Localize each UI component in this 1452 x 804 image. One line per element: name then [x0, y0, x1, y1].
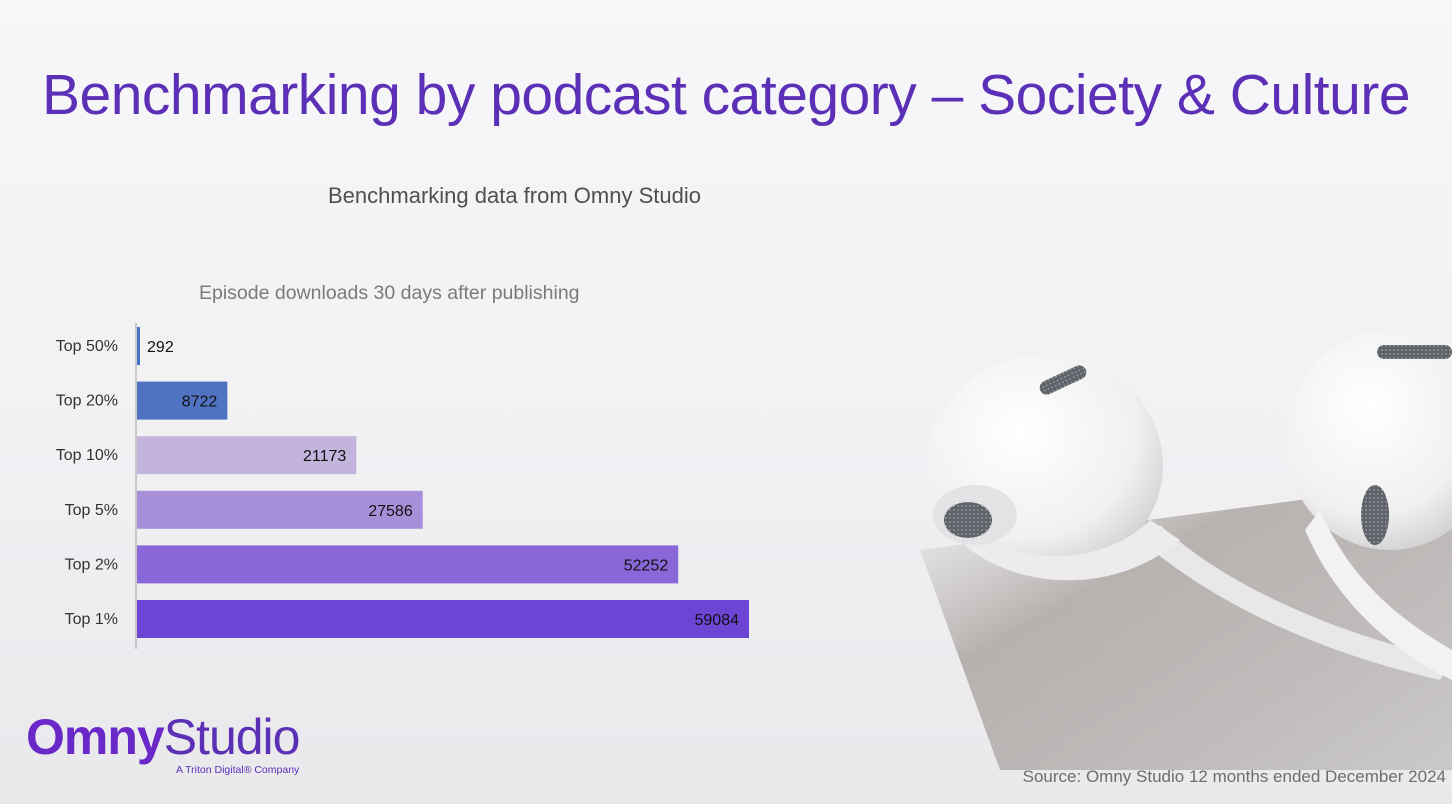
bar-top-2 — [137, 545, 679, 584]
bar-top-1 — [137, 600, 749, 638]
logo-tagline: A Triton Digital® Company — [176, 764, 300, 776]
y-tick-label: Top 5% — [65, 502, 118, 519]
bar-top-50 — [137, 327, 141, 365]
bar-top-20 — [137, 381, 228, 420]
omny-studio-logo: OmnyStudio A Triton Digital® Company — [26, 709, 301, 776]
source-note: Source: Omny Studio 12 months ended Dece… — [1022, 767, 1446, 786]
slide-subtitle: Benchmarking data from Omny Studio — [328, 183, 701, 208]
data-label: 21173 — [303, 448, 346, 465]
data-label: 292 — [147, 339, 174, 356]
y-tick-label: Top 50% — [56, 338, 118, 355]
data-label: 59084 — [695, 612, 740, 629]
chart-title: Episode downloads 30 days after publishi… — [199, 282, 580, 304]
slide-title: Benchmarking by podcast category – Socie… — [41, 63, 1411, 127]
y-tick-label: Top 20% — [56, 393, 118, 410]
data-label: 52252 — [624, 557, 669, 574]
bar-chart: Top 50% 292 Top 20% 8722 Top 10% 21173 Top 5% 2… — [56, 323, 749, 649]
logo-brand-light: Studio — [163, 709, 301, 765]
earbuds-image — [920, 330, 1452, 770]
bar-top-10 — [137, 436, 357, 475]
y-tick-label: Top 10% — [56, 447, 118, 464]
logo-brand-bold: Omny — [26, 709, 165, 765]
bar-top-5 — [137, 490, 423, 529]
data-label: 27586 — [368, 503, 413, 520]
y-tick-label: Top 1% — [65, 611, 118, 628]
data-label: 8722 — [182, 394, 218, 411]
y-tick-label: Top 2% — [65, 556, 118, 573]
